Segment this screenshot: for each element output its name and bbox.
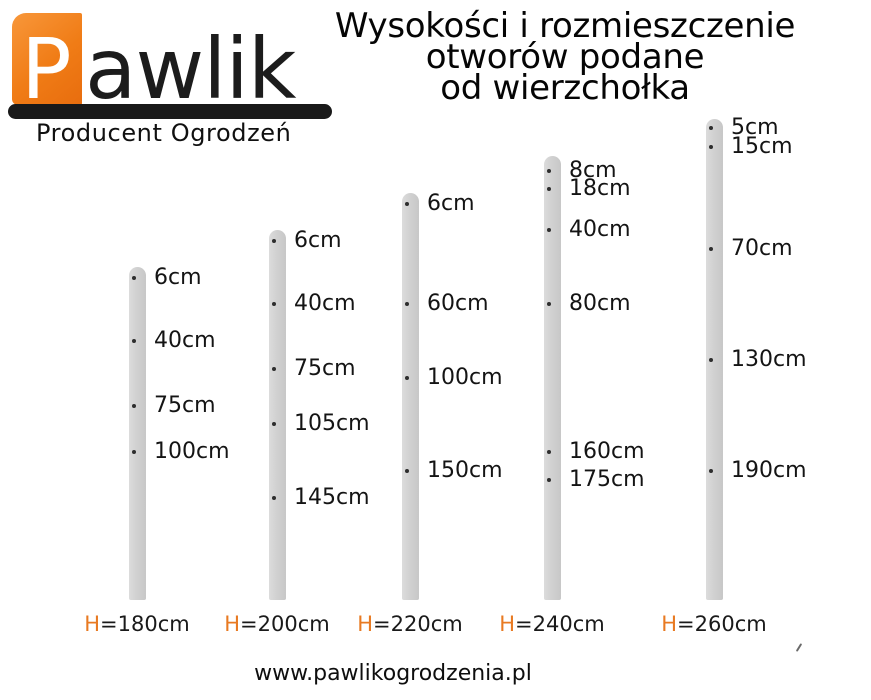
hole-dot [272, 496, 276, 501]
title-line-1: Wysokości i rozmieszczenie [334, 6, 796, 46]
page-title: Wysokości i rozmieszczenie otworów podan… [285, 6, 845, 108]
stray-tick-mark [795, 643, 803, 652]
hole-dot [132, 450, 136, 454]
hole-dot [547, 477, 551, 482]
logo-wordmark: awlik [85, 20, 296, 118]
hole-depth-label: 190cm [731, 457, 807, 483]
hole-dot [547, 450, 551, 454]
hole-depth-label: 105cm [294, 411, 370, 437]
hole-dot [405, 302, 409, 306]
hole-depth-label: 6cm [154, 265, 202, 291]
hole-depth-label: 6cm [294, 228, 342, 254]
hole-dot [709, 144, 713, 149]
hole-depth-label: 175cm [569, 466, 645, 492]
post-height-label: H=180cm [84, 612, 189, 637]
hole-dot [272, 239, 276, 244]
fence-post [128, 267, 146, 600]
logo-underline-bar [8, 104, 332, 119]
post-height-label: H=240cm [499, 612, 604, 637]
hole-depth-label: 8cm [569, 157, 617, 183]
website-url: www.pawlikogrodzenia.pl [254, 661, 532, 686]
height-label-value: =220cm [373, 612, 463, 636]
hole-depth-label: 150cm [427, 457, 503, 483]
hole-depth-label: 75cm [294, 355, 356, 381]
logo-tagline: Producent Ogrodzeń [36, 119, 292, 147]
post-height-label: H=220cm [357, 612, 462, 637]
hole-dot [709, 126, 713, 131]
hole-depth-label: 6cm [427, 191, 475, 217]
hole-depth-label: 40cm [154, 328, 216, 353]
hole-dot [547, 168, 551, 173]
height-label-h: H [499, 612, 516, 636]
height-label-value: =180cm [100, 612, 190, 636]
hole-dot [709, 357, 713, 362]
height-label-h: H [84, 612, 101, 636]
hole-dot [547, 302, 551, 306]
post-height-label: H=200cm [224, 612, 329, 637]
hole-depth-label: 18cm [569, 176, 631, 202]
fence-post [268, 230, 286, 600]
hole-dot [709, 246, 713, 251]
hole-depth-label: 60cm [427, 291, 489, 316]
hole-depth-label: 145cm [294, 485, 370, 511]
hole-depth-label: 70cm [731, 235, 793, 261]
hole-depth-label: 160cm [569, 439, 645, 464]
fence-post [543, 156, 561, 600]
hole-depth-label: 5cm [731, 115, 779, 141]
hole-dot [132, 339, 136, 343]
hole-dot [132, 276, 136, 281]
hole-depth-label: 75cm [154, 392, 216, 418]
height-label-value: =200cm [240, 612, 330, 636]
hole-dot [405, 468, 409, 473]
title-line-3: od wierzchołka [440, 68, 690, 108]
logo-orange-square [12, 13, 82, 105]
hole-depth-label: 100cm [154, 439, 230, 464]
height-label-h: H [661, 612, 678, 636]
hole-dot [547, 187, 551, 192]
hole-depth-label: 15cm [731, 133, 793, 159]
height-label-value: =260cm [677, 612, 767, 636]
hole-dot [405, 376, 409, 380]
height-label-value: =240cm [515, 612, 605, 636]
height-label-h: H [224, 612, 241, 636]
hole-dot [547, 228, 551, 232]
hole-dot [405, 202, 409, 207]
post-height-label: H=260cm [661, 612, 766, 637]
hole-dot [272, 422, 276, 427]
logo-letter-p: P [21, 20, 72, 118]
hole-dot [709, 468, 713, 473]
hole-dot [132, 403, 136, 408]
hole-depth-label: 80cm [569, 291, 631, 316]
hole-dot [272, 302, 276, 306]
hole-depth-label: 100cm [427, 365, 503, 390]
hole-depth-label: 40cm [569, 217, 631, 242]
fence-post [705, 119, 723, 600]
hole-depth-label: 40cm [294, 291, 356, 316]
hole-dot [272, 366, 276, 371]
fence-post [401, 193, 419, 600]
title-line-2: otworów podane [425, 37, 705, 77]
hole-depth-label: 130cm [731, 346, 807, 372]
height-label-h: H [357, 612, 374, 636]
